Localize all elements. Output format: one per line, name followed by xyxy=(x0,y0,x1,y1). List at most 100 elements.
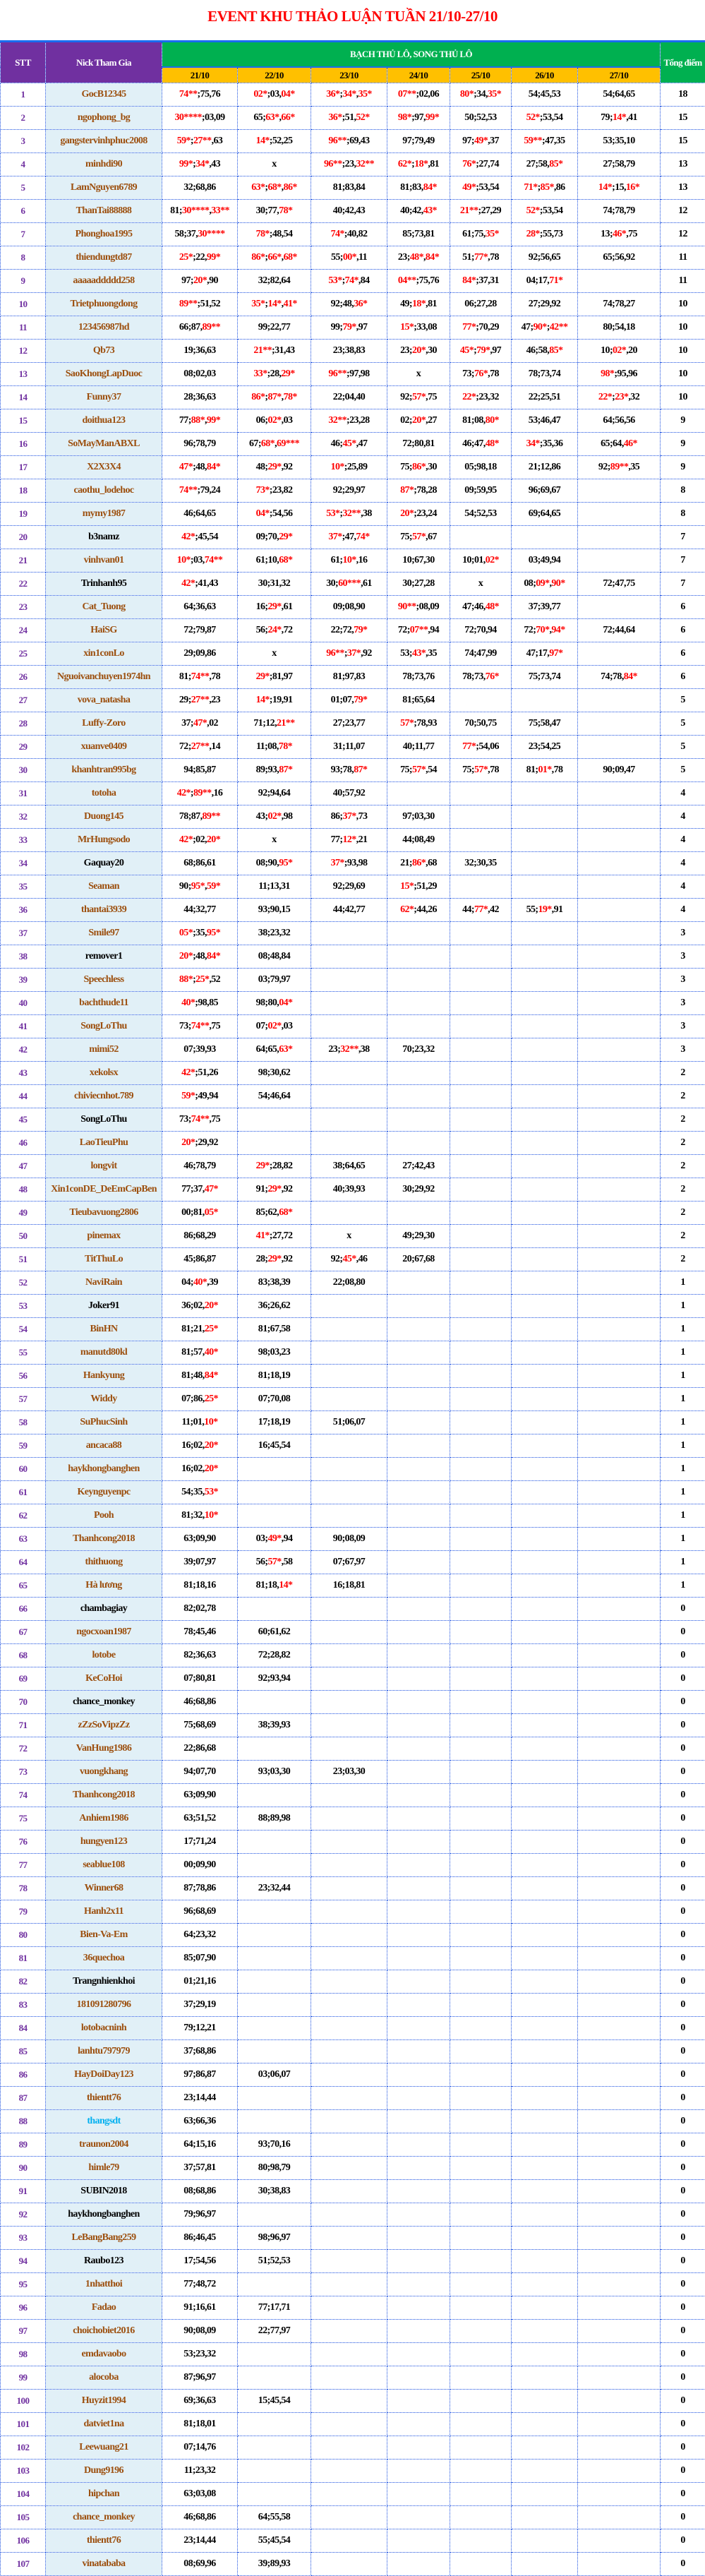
row-nick: Huyzit1994 xyxy=(46,2390,162,2413)
row-day-pick: 13;46*,75 xyxy=(578,223,661,246)
row-day-pick xyxy=(387,2296,450,2320)
row-day-pick xyxy=(512,1388,578,1411)
row-day-pick: 53;23,32 xyxy=(162,2343,238,2366)
row-day-pick: 73;74**,75 xyxy=(162,1015,238,1038)
row-day-pick: 64;23,32 xyxy=(162,1924,238,1947)
row-day-pick xyxy=(450,1691,512,1714)
row-day-pick: 22;25,51 xyxy=(512,386,578,409)
row-day-pick xyxy=(311,1831,387,1854)
row-total: 9 xyxy=(661,409,705,433)
row-day-pick xyxy=(311,992,387,1015)
row-day-pick: 23;32,44 xyxy=(238,1877,311,1900)
row-day-pick: 07**;02,06 xyxy=(387,83,450,107)
row-day-pick: 30;60***,61 xyxy=(311,573,387,596)
row-nick: alocoba xyxy=(46,2366,162,2390)
row-day-pick: 27;23,77 xyxy=(311,712,387,736)
row-nick: khanhtran995bg xyxy=(46,759,162,782)
hit-number: 77* xyxy=(474,252,488,263)
row-day-pick xyxy=(512,1807,578,1831)
row-day-pick xyxy=(387,2203,450,2227)
row-day-pick xyxy=(238,2366,311,2390)
row-day-pick xyxy=(578,1714,661,1737)
row-stt: 28 xyxy=(1,712,46,736)
row-day-pick xyxy=(387,2390,450,2413)
row-day-pick: 38;64,65 xyxy=(311,1155,387,1178)
row-nick: lotobe xyxy=(46,1644,162,1667)
row-day-pick xyxy=(578,1994,661,2017)
row-day-pick xyxy=(450,1481,512,1504)
hit-number: 34* xyxy=(526,438,540,449)
row-day-pick xyxy=(578,1761,661,1784)
row-day-pick: 41*;27,72 xyxy=(238,1225,311,1248)
row-day-pick xyxy=(578,1341,661,1365)
row-stt: 56 xyxy=(1,1365,46,1388)
row-day-pick xyxy=(387,2506,450,2529)
row-day-pick: 94;85,87 xyxy=(162,759,238,782)
row-day-pick: 81;18,14* xyxy=(238,1574,311,1598)
row-day-pick: 54;46,64 xyxy=(238,1085,311,1108)
row-stt: 13 xyxy=(1,363,46,386)
row-stt: 31 xyxy=(1,782,46,805)
row-day-pick: 97;03,30 xyxy=(387,805,450,829)
row-nick: hungyen123 xyxy=(46,1831,162,1854)
row-day-pick xyxy=(578,1132,661,1155)
header-day: 24/10 xyxy=(387,67,450,83)
row-day-pick: 78;45,46 xyxy=(162,1621,238,1644)
row-day-pick xyxy=(578,2040,661,2063)
row-day-pick: 49;29,30 xyxy=(387,1225,450,1248)
row-day-pick xyxy=(387,1900,450,1924)
row-day-pick xyxy=(512,1924,578,1947)
hit-number: 63* xyxy=(279,1044,292,1055)
row-stt: 21 xyxy=(1,549,46,573)
row-day-pick: 08;90,95* xyxy=(238,852,311,875)
row-nick: Duong145 xyxy=(46,805,162,829)
row-day-pick: 64;55,58 xyxy=(238,2506,311,2529)
row-nick: seablue108 xyxy=(46,1854,162,1877)
row-day-pick xyxy=(512,2110,578,2133)
row-stt: 68 xyxy=(1,1644,46,1667)
row-day-pick xyxy=(450,1528,512,1551)
row-day-pick xyxy=(512,1434,578,1458)
row-day-pick: 97;49*,37 xyxy=(450,130,512,153)
row-total: 0 xyxy=(661,2227,705,2250)
row-nick: Winner68 xyxy=(46,1877,162,1900)
row-day-pick: 40;42,43* xyxy=(387,200,450,223)
row-day-pick xyxy=(311,2087,387,2110)
hit-number: 25* xyxy=(205,1394,218,1404)
row-day-pick xyxy=(450,2087,512,2110)
row-stt: 32 xyxy=(1,805,46,829)
row-stt: 71 xyxy=(1,1714,46,1737)
row-total: 1 xyxy=(661,1318,705,1341)
row-nick: Raubo123 xyxy=(46,2250,162,2273)
hit-number: 20* xyxy=(205,1463,218,1474)
row-day-pick xyxy=(450,2017,512,2040)
row-day-pick: 46;68,86 xyxy=(162,1691,238,1714)
row-total: 0 xyxy=(661,2250,705,2273)
row-day-pick: 75;57*,67 xyxy=(387,526,450,549)
hit-number: 88* xyxy=(191,415,205,426)
row-day-pick xyxy=(387,2343,450,2366)
row-day-pick xyxy=(311,2227,387,2250)
row-day-pick: 46;47,48* xyxy=(450,433,512,456)
row-total: 0 xyxy=(661,1598,705,1621)
row-day-pick xyxy=(450,1248,512,1271)
row-day-pick: 37;39,77 xyxy=(512,596,578,619)
row-day-pick xyxy=(578,2343,661,2366)
row-day-pick xyxy=(311,2063,387,2087)
row-stt: 100 xyxy=(1,2390,46,2413)
hit-number: 79* xyxy=(354,625,367,635)
hit-number: 77* xyxy=(474,904,488,915)
